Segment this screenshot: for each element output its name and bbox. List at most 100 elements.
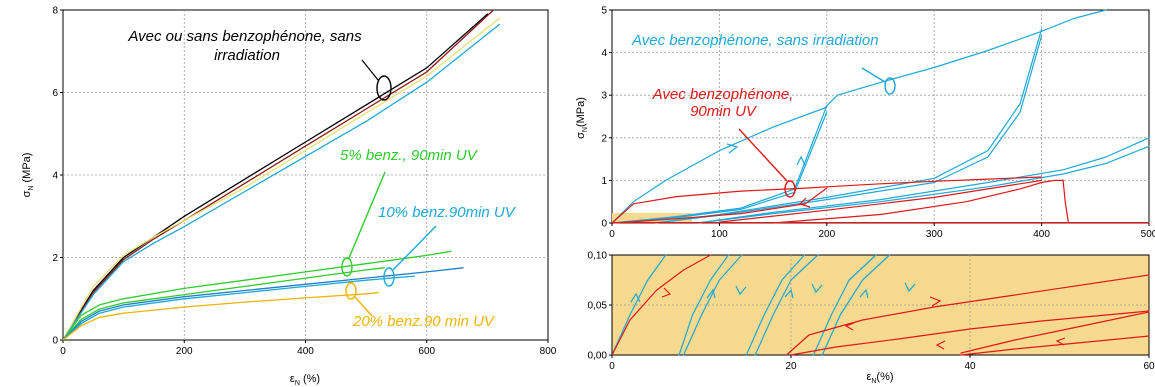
- left-xtick-label-4: 800: [540, 346, 557, 357]
- left-annot-leader-green: [348, 171, 386, 259]
- rt-series-line-8: [611, 187, 828, 224]
- rb-series-line-5: [812, 254, 877, 356]
- right-bottom-arrow-7: [859, 288, 869, 299]
- right-top-grid: [612, 10, 1149, 223]
- right-top-arrow-3: [798, 197, 811, 208]
- left-series-group: [62, 9, 501, 341]
- rb-series-line-6: [821, 254, 891, 356]
- rt-ytick-label-2: 2: [601, 133, 607, 144]
- rt-ytick-label-3: 3: [601, 91, 607, 102]
- rb-series-line-2: [682, 254, 743, 356]
- left-series-line-2: [62, 17, 501, 341]
- left-annotation-10pct: 10% benz.90min UV: [378, 204, 517, 221]
- rt-series-line-7: [611, 176, 1043, 224]
- right-bottom-arrow-12: [1055, 337, 1066, 346]
- rt-ytick-label-0: 0: [601, 219, 607, 230]
- rb-series-line-3: [745, 254, 806, 356]
- left-y-axis-label: σN (MPa): [21, 153, 35, 198]
- left-ytick-label-3: 6: [52, 88, 58, 99]
- right-bottom-arrow-8: [904, 282, 916, 293]
- rt-series-line-11: [1062, 179, 1070, 224]
- rt-xtick-label-1: 100: [711, 229, 728, 240]
- left-ticks: 0 200 400 600 800 0 2 4 6 8: [52, 6, 556, 358]
- left-xtick-label-1: 200: [176, 346, 193, 357]
- rb-series-line-1: [678, 254, 730, 356]
- left-annot-ellipse-orange: [345, 282, 357, 300]
- left-annot-leader-orange: [354, 296, 373, 317]
- left-ytick-label-1: 2: [52, 253, 58, 264]
- left-annotation-unirradiated-line1: Avec ou sans benzophénone, sans: [127, 28, 362, 45]
- rt-ytick-label-1: 1: [601, 176, 607, 187]
- rb-series-line-4: [754, 254, 819, 356]
- right-top-annotation-unirradiated: Avec benzophénone, sans irradiation: [631, 32, 879, 49]
- left-xtick-label-2: 400: [297, 346, 314, 357]
- rb-ytick-label-0: 0,00: [588, 351, 608, 362]
- right-bottom-arrow-3: [706, 288, 716, 299]
- rb-xtick-label-2: 40: [964, 361, 976, 372]
- rt-series-line-0: [611, 9, 1107, 224]
- rb-ytick-label-1: 0,05: [588, 301, 608, 312]
- right-bottom-arrow-4: [735, 285, 747, 296]
- right-bottom-grid: [612, 255, 1149, 355]
- rt-xtick-label-2: 200: [818, 229, 835, 240]
- right-bottom-arrow-11: [935, 340, 946, 350]
- rt-xtick-label-3: 300: [926, 229, 943, 240]
- rb-ytick-label-2: 0,10: [588, 251, 608, 262]
- right-bottom-arrow-5: [784, 288, 794, 299]
- left-series-line-5: [62, 267, 385, 341]
- right-bottom-arrow-9: [929, 296, 942, 307]
- left-annot-ellipse-green: [341, 257, 353, 277]
- left-series-line-6: [62, 267, 464, 341]
- right-top-arrow-1: [726, 143, 739, 154]
- rb-series-line-10: [960, 311, 1150, 354]
- left-x-axis-label: εN (%): [290, 373, 320, 387]
- rb-xtick-label-1: 20: [785, 361, 797, 372]
- rb-series-line-0: [611, 254, 667, 356]
- rt-ytick-label-4: 4: [601, 48, 607, 59]
- right-top-annot-leader-cyan: [861, 67, 886, 83]
- right-top-ticks: 0 100 200 300 400 500 0 1 2 3 4 5: [601, 6, 1155, 241]
- left-ytick-label-4: 8: [52, 6, 58, 17]
- right-top-annotation-uv-line2: 90min UV: [690, 103, 758, 120]
- left-series-line-7: [62, 275, 416, 341]
- left-xtick-label-3: 600: [418, 346, 435, 357]
- rt-series-line-3: [654, 28, 1043, 224]
- left-series-line-1: [62, 9, 495, 341]
- rb-series-line-11: [960, 335, 1150, 356]
- right-bottom-arrow-6: [811, 283, 823, 294]
- right-top-annot-ellipse-red: [784, 180, 796, 198]
- right-top-chart: 0 100 200 300 400 500 0 1 2 3 4 5 Avec benzophénone…: [575, 6, 1155, 241]
- right-bottom-series-group: [611, 254, 1150, 356]
- rt-xtick-label-4: 400: [1033, 229, 1050, 240]
- left-annot-ellipse-black: [376, 75, 392, 101]
- rb-xtick-label-3: 60: [1143, 361, 1155, 372]
- right-bottom-x-axis-label: εN(%): [866, 371, 893, 385]
- right-top-annot-ellipse-cyan: [884, 77, 896, 95]
- left-series-line-0: [62, 13, 489, 341]
- left-grid: [63, 10, 548, 340]
- left-ytick-label-2: 4: [52, 171, 58, 182]
- left-chart: 0 200 400 600 800 0 2 4 6 8 Avec ou sans benzophé…: [21, 6, 557, 387]
- left-series-line-8: [62, 291, 379, 341]
- right-bottom-ticks: 0 20 40 60 0,00 0,05 0,10: [588, 251, 1155, 373]
- left-annot-leader-cyan: [392, 225, 437, 271]
- left-series-line-3: [62, 23, 501, 341]
- rt-ytick-label-5: 5: [601, 6, 607, 17]
- rt-xtick-label-0: 0: [609, 229, 615, 240]
- right-top-zoom-region: [612, 213, 692, 223]
- left-series-line-4: [62, 250, 452, 341]
- left-annotation-5pct: 5% benz., 90min UV: [340, 147, 479, 164]
- left-annotation-unirradiated-line2: irradiation: [214, 47, 280, 64]
- left-xtick-label-0: 0: [60, 346, 66, 357]
- rt-series-line-10: [772, 179, 1064, 224]
- rb-xtick-label-0: 0: [609, 361, 615, 372]
- rt-series-line-9: [718, 179, 1043, 223]
- right-bottom-arrow-1: [630, 292, 641, 303]
- right-bottom-arrow-2: [661, 287, 672, 298]
- left-annotation-20pct: 20% benz.90 min UV: [352, 313, 496, 330]
- rt-series-line-6: [697, 145, 1150, 224]
- left-annot-leader-black: [361, 59, 379, 81]
- rb-series-line-9: [790, 310, 1150, 356]
- left-ytick-label-0: 0: [52, 336, 58, 347]
